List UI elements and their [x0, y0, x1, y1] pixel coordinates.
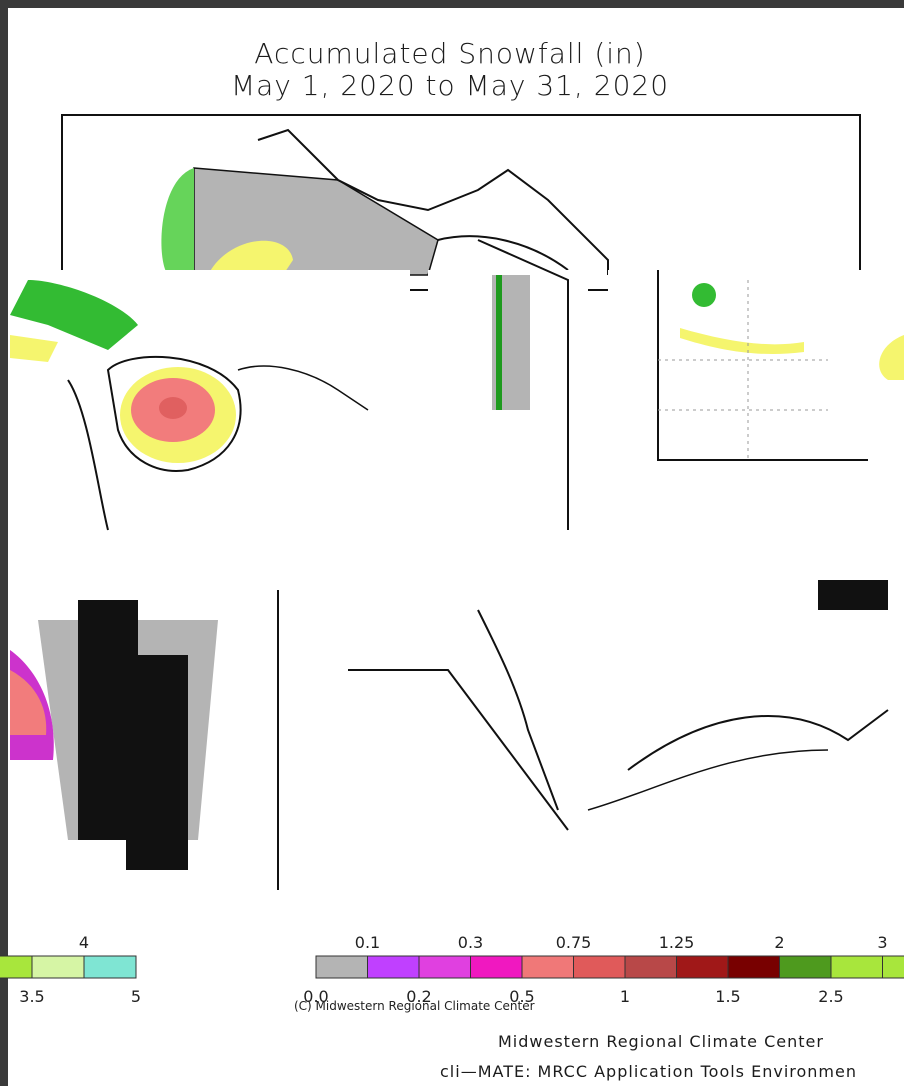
legend-left-upper-label-0: 4	[79, 933, 89, 952]
legend-right-lower-label-5: 2.5	[818, 987, 843, 1006]
legend-right-swatch-1	[367, 955, 420, 979]
legend-right-swatch-11	[882, 955, 904, 979]
lower-michigan-outline	[106, 355, 242, 472]
legend-right-upper-label-0: 0.1	[355, 933, 380, 952]
legend-right-swatch-9	[779, 955, 832, 979]
dakota-green-spot	[692, 283, 716, 307]
color-legend: 4 3.5 5 0.1 0.3 0.75 1.25 2 3 0.0 0.2 0.5 1 1.5 2.5	[0, 924, 904, 1014]
map-title-line1: Accumulated Snowfall (in)	[254, 37, 646, 70]
legend-right-swatch-8	[727, 955, 780, 979]
color-legend-graphic: 4 3.5 5 0.1 0.3 0.75 1.25 2 3 0.0 0.2 0.5 1 1.5 2.5	[0, 933, 904, 1006]
kentucky-outline	[627, 709, 889, 771]
left-black-block-lower	[126, 655, 188, 870]
michigan-panel	[10, 270, 410, 531]
legend-right-lower-label-1: 0.2	[406, 987, 431, 1006]
snowfall-map-graphic	[8, 110, 904, 918]
michigan-red-contour	[159, 397, 187, 419]
snowfall-map: (C) Midwestern Regional Climate Center	[8, 110, 904, 1014]
legend-left-swatch-1	[31, 955, 85, 979]
michigan-green-contour	[10, 280, 138, 350]
minnesota-yellow-contour	[208, 240, 293, 275]
legend-left-swatch-0	[0, 955, 33, 979]
map-title-line2: May 1, 2020 to May 31, 2020	[230, 69, 670, 102]
legend-right-upper-label-1: 0.3	[458, 933, 483, 952]
right-black-block	[818, 580, 888, 610]
legend-right-upper-label-3: 1.25	[659, 933, 695, 952]
dakota-panel-background	[608, 270, 904, 470]
credit-line-1: Midwestern Regional Climate Center	[498, 1032, 824, 1051]
frame-left-border	[0, 0, 8, 1086]
legend-right-lower-label-0: 0.0	[303, 987, 328, 1006]
legend-right-swatch-4	[521, 955, 574, 979]
legend-right-swatch-10	[830, 955, 883, 979]
center-inset-panel	[428, 239, 588, 530]
lake-michigan-outline	[67, 379, 109, 531]
legend-right-lower-label-4: 1.5	[715, 987, 740, 1006]
legend-left-lower-label-1: 5	[131, 987, 141, 1006]
missouri-outline	[348, 669, 569, 831]
center-green-strip	[496, 275, 502, 410]
credit-line-2: cli—MATE: MRCC Application Tools Environ…	[440, 1062, 857, 1081]
ohio-river-outline	[587, 749, 829, 811]
legend-right-lower-label-3: 1	[620, 987, 630, 1006]
center-inset-outline	[477, 239, 569, 530]
legend-left-lower-label-0: 3.5	[19, 987, 44, 1006]
frame-top-border	[0, 0, 904, 8]
left-pink-contour	[10, 670, 47, 735]
lower-map-region	[10, 580, 889, 890]
legend-right-upper-label-5: 3	[877, 933, 887, 952]
map-title: Accumulated Snowfall (in) May 1, 2020 to…	[150, 38, 750, 102]
legend-right-swatch-6	[624, 955, 677, 979]
legend-right-upper-label-4: 2	[774, 933, 784, 952]
dakota-state-outline	[657, 270, 868, 461]
legend-right-swatch-5	[573, 955, 626, 979]
legend-right-swatch-2	[418, 955, 471, 979]
dakota-yellow-right-contour	[879, 335, 904, 380]
lake-huron-outline	[237, 365, 369, 411]
legend-right-swatch-0	[315, 955, 368, 979]
legend-right-upper-label-2: 0.75	[556, 933, 592, 952]
michigan-yellow-left-contour	[10, 335, 58, 362]
legend-right-swatch-3	[470, 955, 523, 979]
dakota-yellow-band	[680, 328, 804, 355]
legend-right-swatch-7	[676, 955, 729, 979]
legend-right-lower-label-2: 0.5	[509, 987, 534, 1006]
lake-superior-outline	[257, 128, 609, 275]
minnesota-green-contour	[161, 168, 194, 275]
map-copyright: (C) Midwestern Regional Climate Center	[292, 998, 537, 1014]
dakota-panel	[608, 270, 904, 470]
upper-peninsula-outline	[437, 235, 569, 271]
illinois-outline	[477, 609, 559, 811]
legend-left-swatch-2	[83, 955, 137, 979]
